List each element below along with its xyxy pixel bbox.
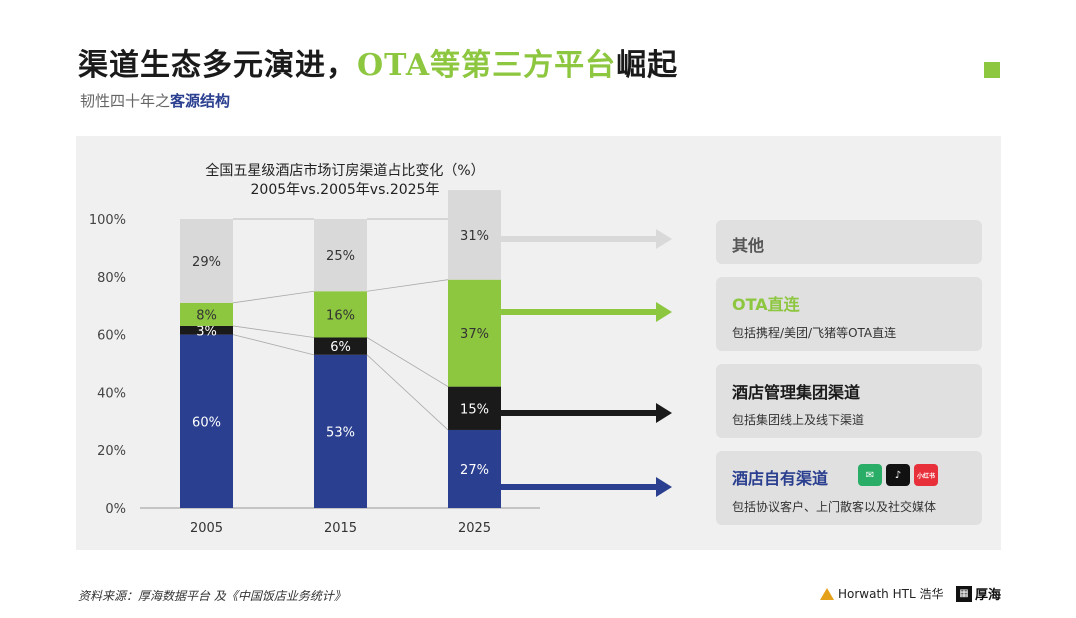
wechat-icon: ✉ bbox=[858, 464, 882, 486]
title-main: 渠道生态多元演进， bbox=[78, 48, 357, 83]
legend-card-title: 其他 bbox=[732, 236, 765, 255]
bar-segment bbox=[314, 291, 367, 338]
y-tick-label: 80% bbox=[97, 271, 126, 286]
legend-card: OTA直连包括携程/美团/飞猪等OTA直连 bbox=[716, 277, 982, 351]
x-tick-label: 2025 bbox=[458, 521, 491, 536]
segment-connector bbox=[232, 325, 315, 338]
bar-segment bbox=[448, 279, 501, 387]
legend-arrow-head bbox=[656, 229, 672, 249]
legend-card-title: OTA直连 bbox=[732, 295, 800, 314]
bar-segment bbox=[180, 334, 233, 508]
data-label: 3% bbox=[196, 324, 217, 339]
y-tick-label: 100% bbox=[89, 213, 126, 228]
legend-arrow-head bbox=[656, 403, 672, 423]
subtitle-highlight: 客源结构 bbox=[170, 92, 231, 110]
legend-card-desc: 包括携程/美团/飞猪等OTA直连 bbox=[732, 326, 897, 340]
y-tick-label: 40% bbox=[97, 386, 126, 401]
page-subtitle: 韧性四十年之客源结构 bbox=[80, 90, 230, 111]
segment-connector bbox=[366, 354, 449, 431]
y-tick-label: 60% bbox=[97, 329, 126, 344]
segment-connector bbox=[232, 334, 315, 356]
bar-segment bbox=[180, 219, 233, 303]
data-label: 37% bbox=[460, 327, 489, 342]
bar-segment bbox=[314, 219, 367, 292]
source-note: 资料来源：厚海数据平台 及《中国饭店业务统计》 bbox=[78, 589, 346, 603]
x-tick-label: 2005 bbox=[190, 521, 223, 536]
houhai-box-icon: ▦ bbox=[956, 585, 972, 602]
data-label: 31% bbox=[460, 229, 489, 244]
legend-card-desc: 包括集团线上及线下渠道 bbox=[732, 413, 865, 427]
title-highlight: OTA等第三方平台 bbox=[357, 48, 617, 83]
corner-accent-square bbox=[984, 62, 1000, 78]
bar-segment bbox=[448, 386, 501, 430]
legend-card-title: 酒店自有渠道 bbox=[732, 469, 829, 488]
legend-arrow-shaft bbox=[501, 410, 658, 416]
bar-segment bbox=[448, 429, 501, 508]
bar-segment bbox=[314, 354, 367, 508]
data-label: 6% bbox=[330, 340, 351, 355]
legend-card-desc: 包括协议客户、上门散客以及社交媒体 bbox=[732, 500, 937, 514]
x-tick-label: 2015 bbox=[324, 521, 357, 536]
horwath-triangle-icon bbox=[820, 587, 834, 600]
legend-card: 其他 bbox=[716, 220, 982, 264]
horwath-logo: Horwath HTL 浩华 bbox=[820, 585, 943, 602]
data-label: 60% bbox=[192, 415, 221, 430]
xiaohongshu-icon: 小红书 bbox=[914, 464, 938, 486]
legend-card: 酒店管理集团渠道包括集团线上及线下渠道 bbox=[716, 364, 982, 438]
social-icons: ✉ ♪ 小红书 bbox=[858, 464, 938, 486]
chart-title: 全国五星级酒店市场订房渠道占比变化（%） 2005年vs.2005年vs.202… bbox=[150, 162, 540, 200]
segment-connector bbox=[366, 279, 449, 292]
legend-arrow-shaft bbox=[501, 309, 658, 315]
chart-title-line1: 全国五星级酒店市场订房渠道占比变化（%） bbox=[205, 163, 485, 179]
segment-connector bbox=[232, 290, 315, 304]
data-label: 25% bbox=[326, 249, 355, 264]
y-tick-label: 0% bbox=[105, 502, 126, 517]
legend-arrow-head bbox=[656, 477, 672, 497]
houhai-logo: ▦ 厚海 bbox=[956, 584, 1001, 603]
data-label: 29% bbox=[192, 255, 221, 270]
chart-title-line2: 2005年vs.2005年vs.2025年 bbox=[250, 182, 440, 198]
bar-segment bbox=[180, 302, 233, 326]
data-label: 15% bbox=[460, 402, 489, 417]
y-tick-label: 20% bbox=[97, 444, 126, 459]
legend-arrow-shaft bbox=[501, 484, 658, 490]
bar-segment bbox=[314, 337, 367, 355]
title-end: 崛起 bbox=[616, 48, 679, 83]
bar-segment bbox=[180, 325, 233, 335]
douyin-icon: ♪ bbox=[886, 464, 910, 486]
legend-arrow-shaft bbox=[501, 236, 658, 242]
data-label: 53% bbox=[326, 425, 355, 440]
data-label: 16% bbox=[326, 308, 355, 323]
data-label: 27% bbox=[460, 463, 489, 478]
legend-card-title: 酒店管理集团渠道 bbox=[732, 383, 861, 402]
legend-arrow-head bbox=[656, 302, 672, 322]
page-title: 渠道生态多元演进，OTA等第三方平台崛起 bbox=[78, 40, 678, 84]
legend-card: 酒店自有渠道包括协议客户、上门散客以及社交媒体 ✉ ♪ 小红书 bbox=[716, 451, 982, 525]
horwath-logo-text: Horwath HTL 浩华 bbox=[838, 587, 944, 601]
houhai-logo-text: 厚海 bbox=[975, 588, 1002, 603]
bar-segment bbox=[448, 190, 501, 280]
data-label: 8% bbox=[196, 308, 217, 323]
subtitle-prefix: 韧性四十年之 bbox=[80, 92, 171, 110]
segment-connector bbox=[366, 337, 449, 387]
